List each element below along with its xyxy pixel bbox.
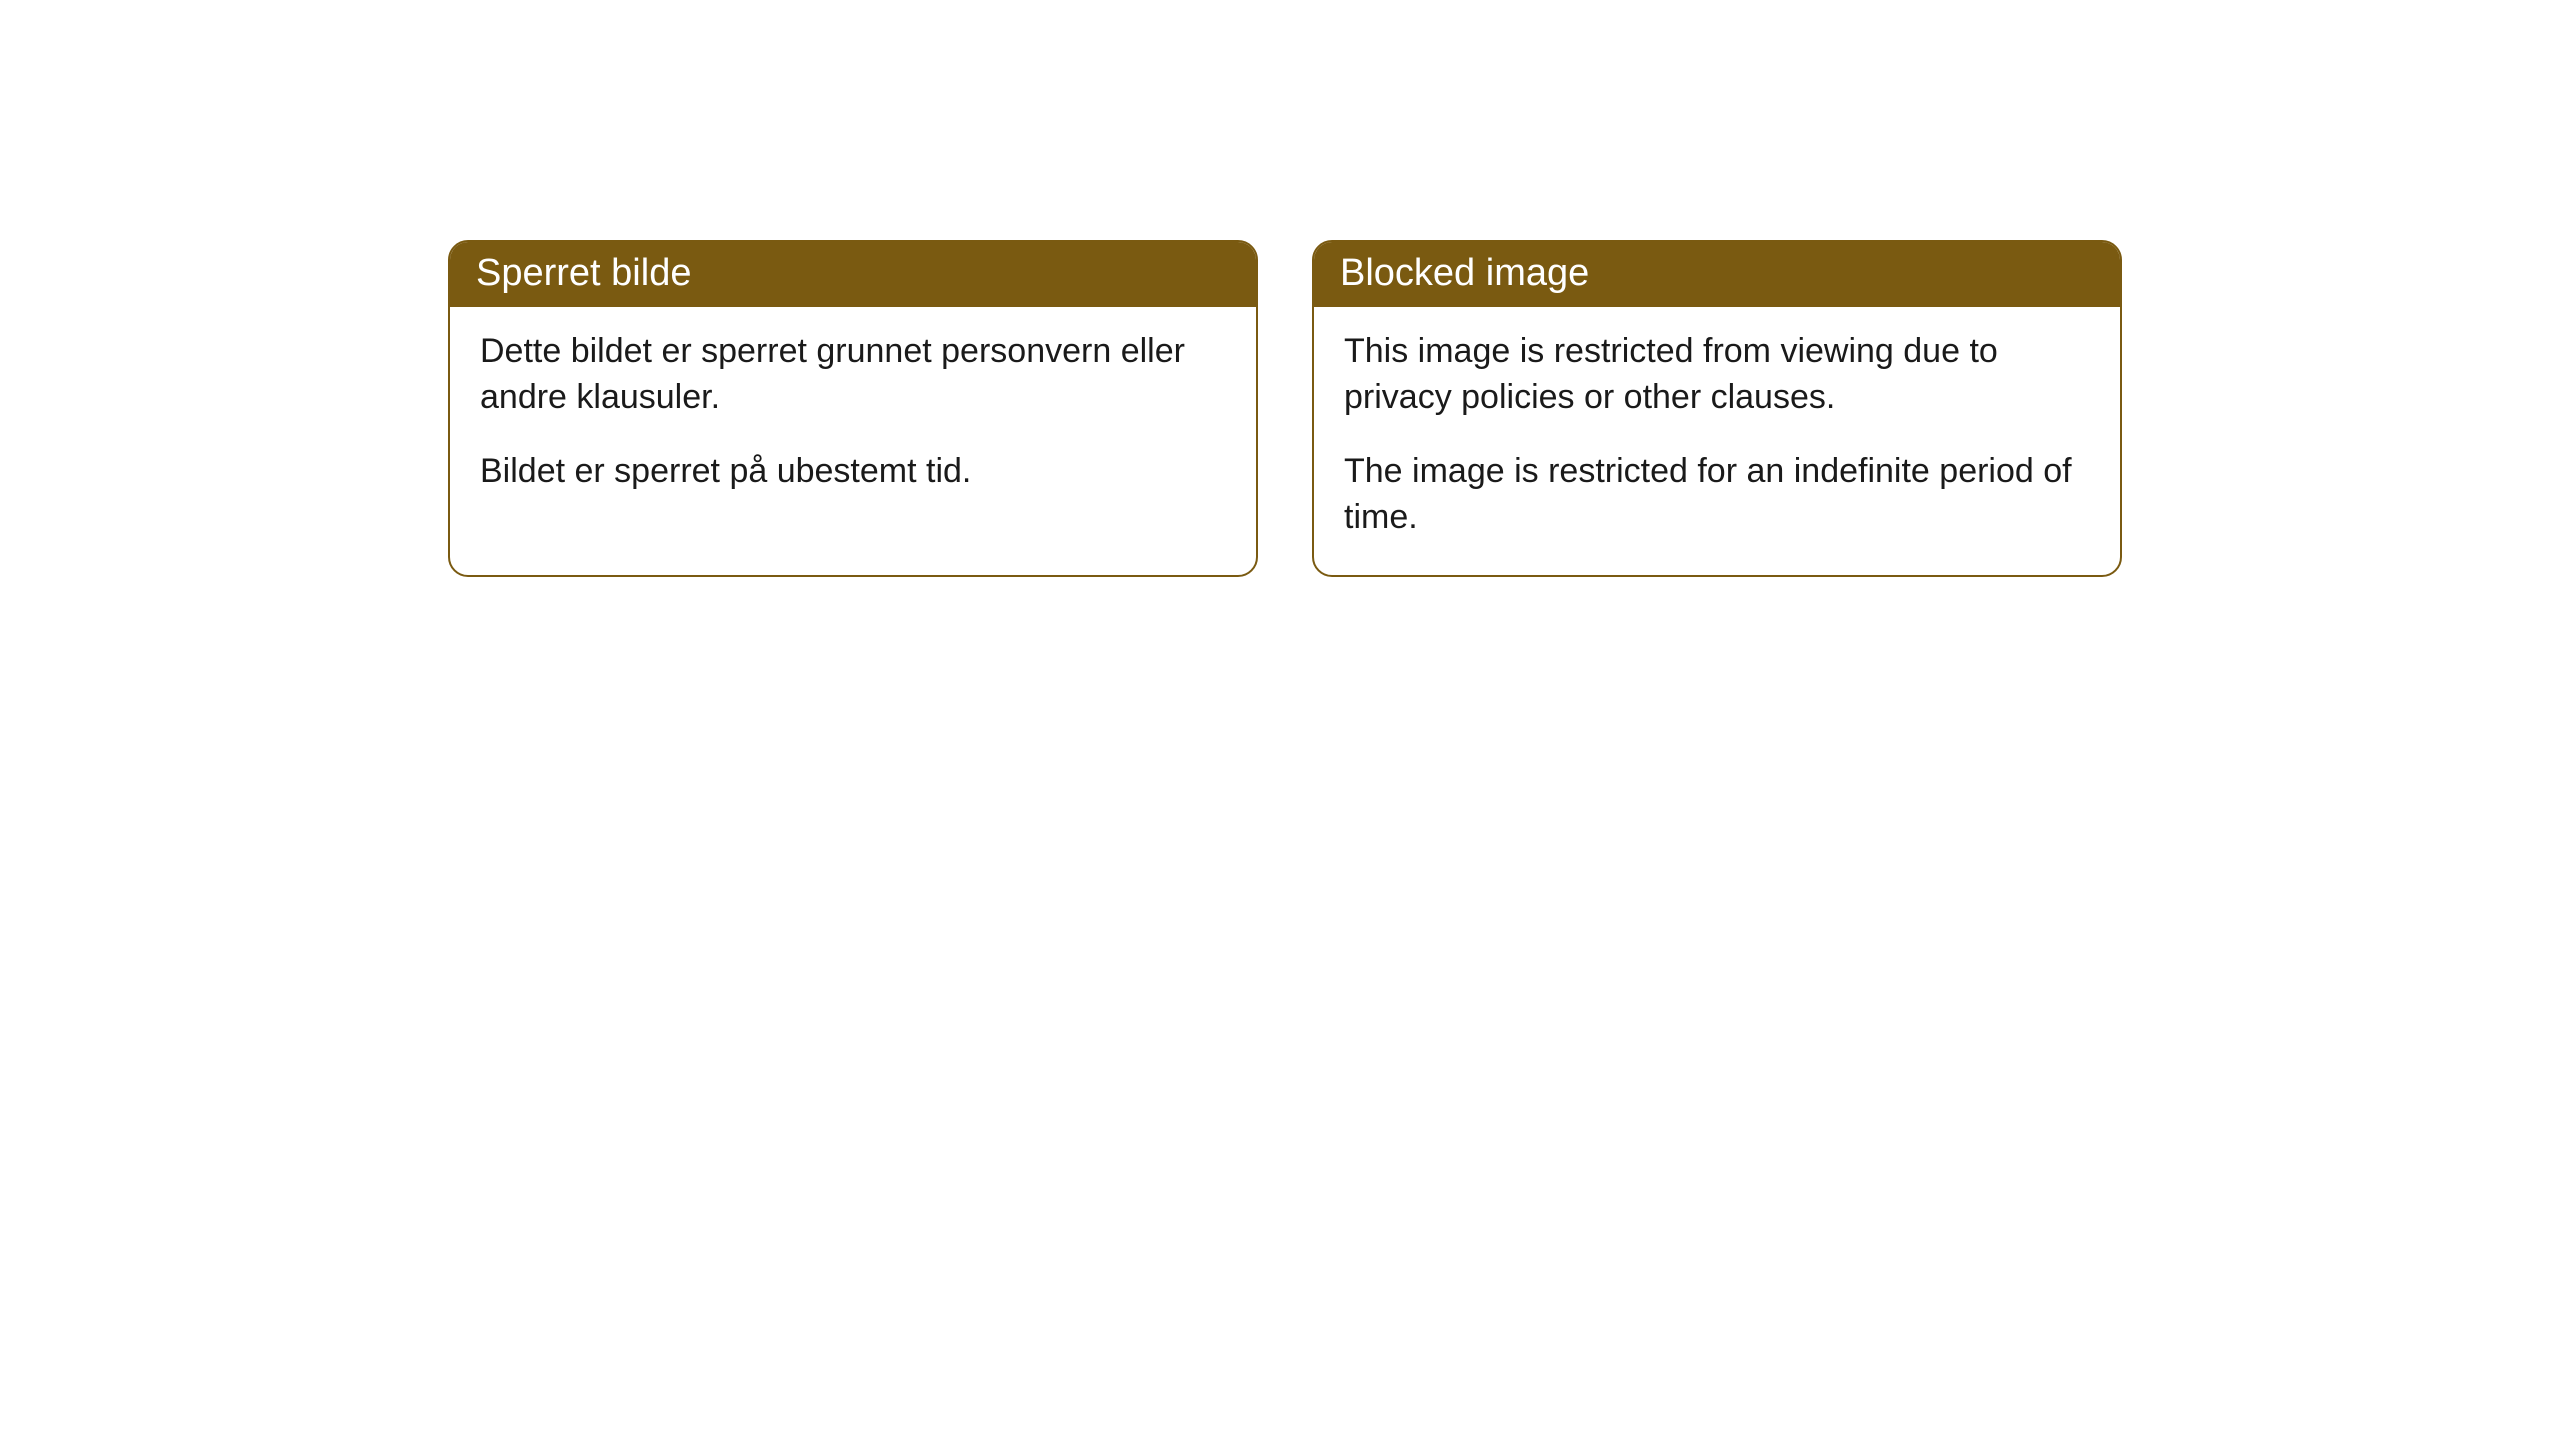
card-paragraph-1: Dette bildet er sperret grunnet personve… (480, 329, 1226, 421)
card-paragraph-1: This image is restricted from viewing du… (1344, 329, 2090, 421)
card-body: Dette bildet er sperret grunnet personve… (450, 307, 1256, 529)
card-paragraph-2: Bildet er sperret på ubestemt tid. (480, 449, 1226, 495)
blocked-image-card-en: Blocked image This image is restricted f… (1312, 240, 2122, 577)
notice-cards-container: Sperret bilde Dette bildet er sperret gr… (448, 240, 2122, 577)
card-paragraph-2: The image is restricted for an indefinit… (1344, 449, 2090, 541)
blocked-image-card-no: Sperret bilde Dette bildet er sperret gr… (448, 240, 1258, 577)
card-header: Blocked image (1314, 242, 2120, 307)
card-body: This image is restricted from viewing du… (1314, 307, 2120, 575)
card-header: Sperret bilde (450, 242, 1256, 307)
